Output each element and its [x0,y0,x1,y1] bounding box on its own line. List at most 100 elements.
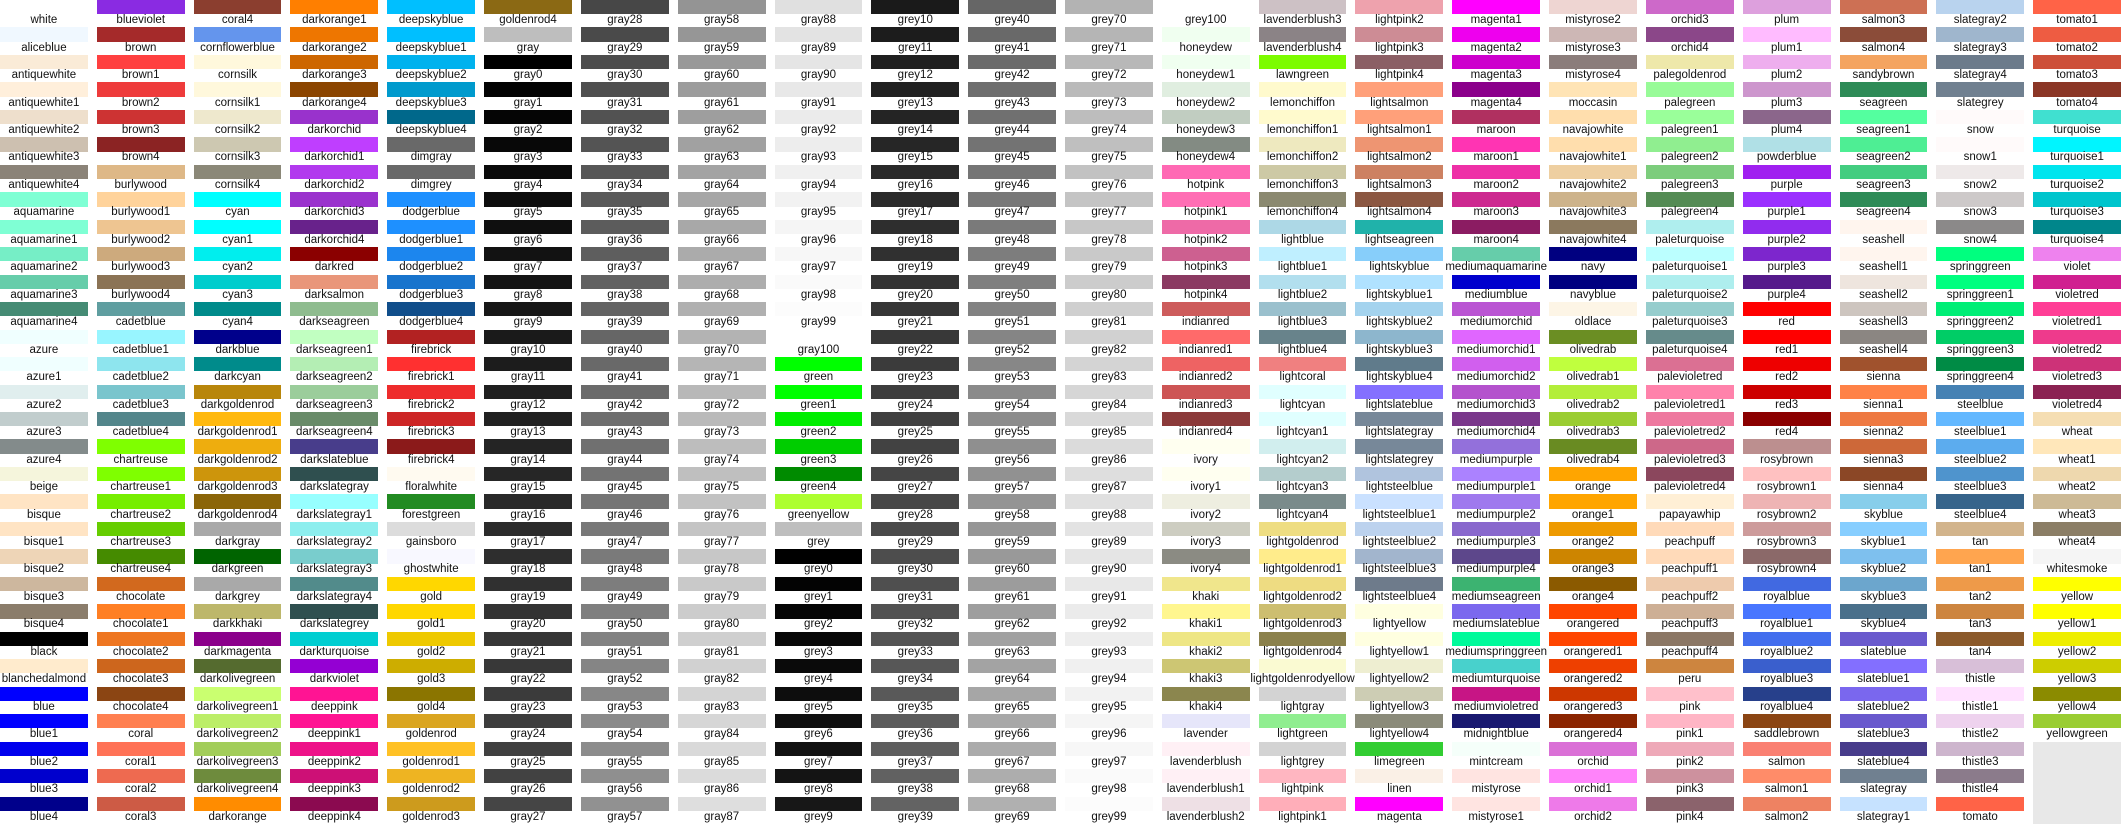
color-swatch [1258,631,1347,646]
color-name-label: bisque [26,508,61,521]
color-name-label: grey0 [804,563,833,576]
color-name-label: navyblue [1569,288,1617,301]
color-name-label: purple [1770,178,1803,191]
color-name-label: gray16 [510,508,546,521]
color-cell: ivory1 [1161,466,1250,494]
color-cell: grey90 [1065,549,1153,576]
color-name-label: grey8 [804,783,833,796]
color-name-label: lightpink3 [1375,41,1424,54]
color-swatch [1936,631,2025,646]
color-cell: gray41 [580,357,669,384]
color-swatch [1839,686,1928,701]
color-name-label: wheat1 [2058,453,2096,466]
color-name-label: green4 [800,481,837,494]
color-swatch [1549,521,1637,537]
color-name-label: rosybrown3 [1756,535,1817,548]
color-name-label: grey [807,535,830,548]
color-name-label: orangered1 [1563,645,1623,658]
color-name-label: gray3 [513,151,543,164]
color-swatch [387,0,476,15]
color-name-label: blue4 [29,810,58,823]
color-name-label: orangered3 [1563,700,1623,713]
color-cell: dimgrey [387,164,476,192]
color-swatch [774,0,863,15]
color-name-label: gray12 [510,398,546,411]
color-swatch [1549,219,1637,234]
color-swatch [484,604,572,619]
color-cell: lightgrey [1258,741,1347,769]
color-name-label: tan [1972,535,1989,548]
color-swatch [193,27,282,42]
color-swatch [1549,439,1637,454]
color-cell: goldenrod1 [387,741,476,769]
color-name-label: darkgoldenrod3 [197,481,278,494]
color-name-label: gray100 [797,343,840,356]
color-cell: maroon2 [1452,164,1541,192]
color-swatch [1936,714,2025,729]
color-name-label: honeydew2 [1176,96,1236,109]
color-swatch [1355,274,1444,289]
color-name-label: springgreen [1949,261,2011,274]
color-cell: violetred [2033,274,2121,302]
color-name-label: grey99 [1091,810,1127,823]
color-swatch [1161,521,1250,537]
color-name-label: grey69 [994,810,1030,823]
color-swatch [290,54,379,70]
color-swatch [0,439,88,454]
color-swatch [1839,219,1928,234]
color-swatch [290,741,379,756]
color-cell: snow [1936,109,2025,137]
color-name-label: gray56 [607,783,643,796]
color-cell: tan [1936,521,2025,549]
color-swatch [0,769,88,784]
color-cell: mistyrose4 [1549,54,1637,82]
color-name-label: brown3 [121,123,160,136]
color-swatch [871,0,960,15]
color-cell: gray54 [580,714,669,741]
color-cell: gray2 [484,109,572,137]
color-name-label: darkolivegreen1 [196,700,279,713]
color-name-label: lightskyblue1 [1366,288,1433,301]
color-swatch [1742,82,1831,97]
color-name-label: grey60 [994,563,1030,576]
color-cell: hotpink1 [1161,192,1250,219]
color-cell: papayawhip [1645,494,1734,521]
color-swatch [1645,82,1734,97]
color-cell: gray67 [677,247,766,274]
color-name-label: palegreen2 [1661,151,1719,164]
color-name-label: salmon3 [1861,14,1906,27]
color-name-label: gray46 [607,508,643,521]
color-cell: sienna2 [1839,412,1928,439]
color-name-label: coral3 [125,810,157,823]
color-swatch [484,302,572,317]
color-name-label: grey61 [994,590,1030,603]
color-swatch [387,329,476,344]
color-name-label: gold2 [417,645,446,658]
color-name-label: grey14 [897,123,933,136]
color-swatch [96,384,185,399]
color-name-label: darkolivegreen4 [196,783,279,796]
color-cell: grey14 [871,109,960,137]
color-name-label: grey67 [994,755,1030,768]
color-swatch [1258,274,1347,289]
color-cell: gold2 [387,631,476,659]
color-cell: aquamarine3 [0,274,88,302]
color-swatch [1549,796,1637,811]
color-cell: yellow4 [2033,686,2121,714]
color-cell: pink2 [1645,741,1734,769]
color-name-label: aquamarine [13,206,75,219]
color-cell: gray61 [677,82,766,109]
color-cell: lightslategrey [1355,439,1444,466]
color-swatch [1645,769,1734,784]
color-cell: gray42 [580,384,669,412]
color-cell: deeppink3 [290,769,379,796]
color-name-label: violetred4 [2052,398,2103,411]
color-cell: gray52 [580,659,669,686]
color-name-label: violetred3 [2052,371,2103,384]
color-name-label: mistyrose1 [1468,810,1524,823]
color-name-label: deeppink [311,700,358,713]
color-cell: gray11 [484,357,572,384]
color-swatch [0,54,88,70]
color-cell: lightsalmon4 [1355,192,1444,219]
color-name-label: grey4 [804,673,833,686]
